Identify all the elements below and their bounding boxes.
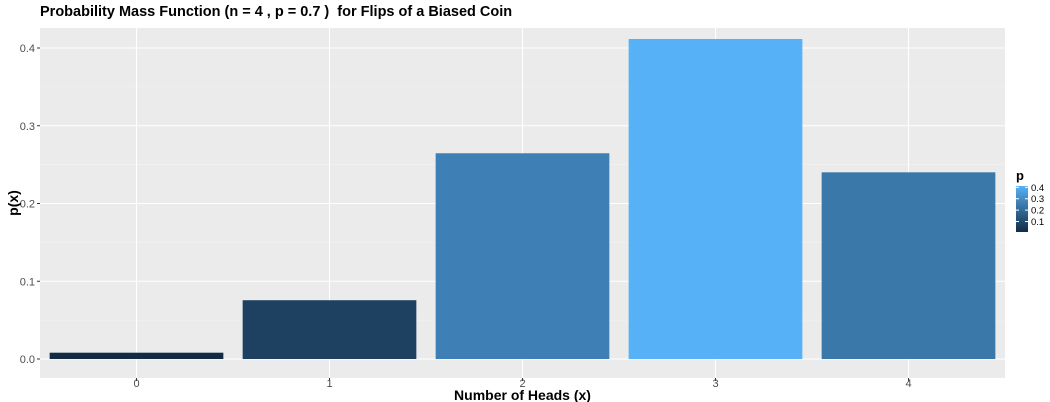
x-tick-label: 2 [519, 378, 525, 390]
legend-colorbar [1016, 186, 1028, 232]
bar-1 [242, 300, 417, 359]
legend-label: 0.4 [1031, 183, 1044, 194]
x-tick-label: 3 [712, 378, 718, 390]
y-tick-label: 0.0 [20, 354, 35, 366]
bars-layer [49, 38, 996, 360]
legend-title: p [1016, 168, 1024, 183]
y-tick-label: 0.1 [20, 276, 35, 288]
y-axis-title: p(x) [5, 190, 21, 216]
bar-2 [435, 153, 610, 359]
bar-3 [628, 38, 803, 360]
legend-label: 0.1 [1031, 217, 1044, 228]
y-tick-label: 0.4 [20, 43, 35, 55]
bar-0 [49, 352, 224, 359]
x-tick-label: 0 [133, 378, 139, 390]
y-tick-label: 0.3 [20, 121, 35, 133]
legend-label: 0.2 [1031, 206, 1044, 217]
chart-title: Probability Mass Function (n = 4 , p = 0… [40, 4, 513, 20]
x-axis-title: Number of Heads (x) [454, 387, 591, 402]
ticks-layer: 0.0 0.1 0.2 0.3 0.4 0 1 2 3 4 [20, 43, 912, 390]
x-tick-label: 1 [326, 378, 332, 390]
legend-label: 0.3 [1031, 194, 1044, 205]
legend: p 0.40.30.20.1 [1016, 168, 1044, 232]
x-tick-label: 4 [905, 378, 911, 390]
bar-4 [821, 172, 996, 359]
y-tick-label: 0.2 [20, 199, 35, 211]
